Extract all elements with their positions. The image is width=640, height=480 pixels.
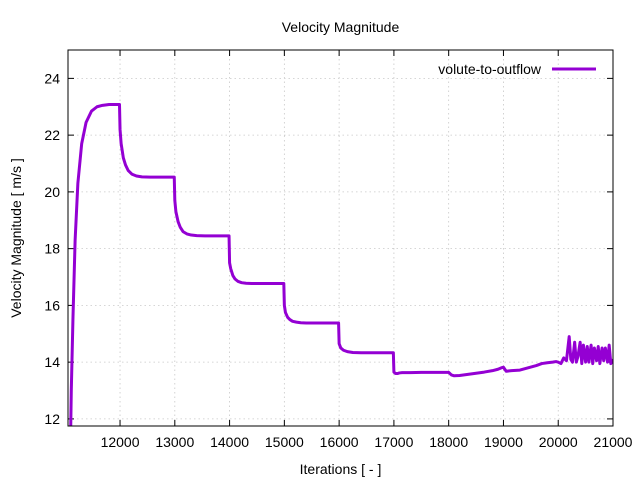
series-layer bbox=[69, 102, 613, 426]
x-tick-label: 18000 bbox=[429, 434, 468, 450]
legend: volute-to-outflow bbox=[438, 61, 596, 77]
x-tick-label: 13000 bbox=[155, 434, 194, 450]
x-tick-label: 20000 bbox=[539, 434, 578, 450]
tick-marks bbox=[68, 50, 614, 426]
x-axis-label: Iterations [ - ] bbox=[300, 461, 382, 477]
y-tick-label: 18 bbox=[44, 241, 60, 257]
y-tick-label: 20 bbox=[44, 184, 60, 200]
y-tick-label: 12 bbox=[44, 411, 60, 427]
plot-frame bbox=[67, 49, 614, 427]
x-tick-label: 16000 bbox=[320, 434, 359, 450]
x-tick-label: 17000 bbox=[374, 434, 413, 450]
y-tick-label: 24 bbox=[44, 70, 60, 86]
x-tick-label: 12000 bbox=[101, 434, 140, 450]
y-tick-label: 14 bbox=[44, 354, 60, 370]
chart-title: Velocity Magnitude bbox=[282, 19, 400, 35]
x-tick-label: 15000 bbox=[265, 434, 304, 450]
y-tick-label: 22 bbox=[44, 127, 60, 143]
y-tick-labels: 12 14 16 18 20 22 24 bbox=[44, 70, 60, 427]
x-tick-label: 21000 bbox=[594, 434, 633, 450]
legend-label: volute-to-outflow bbox=[438, 61, 542, 77]
x-tick-label: 14000 bbox=[210, 434, 249, 450]
grid bbox=[68, 50, 614, 426]
series-line-volute-to-outflow bbox=[69, 102, 613, 426]
x-tick-labels: 12000 13000 14000 15000 16000 17000 18000 19000… bbox=[101, 434, 633, 450]
y-tick-label: 16 bbox=[44, 297, 60, 313]
y-axis-label: Velocity Magnitude [ m/s ] bbox=[8, 158, 24, 318]
x-tick-label: 19000 bbox=[484, 434, 523, 450]
